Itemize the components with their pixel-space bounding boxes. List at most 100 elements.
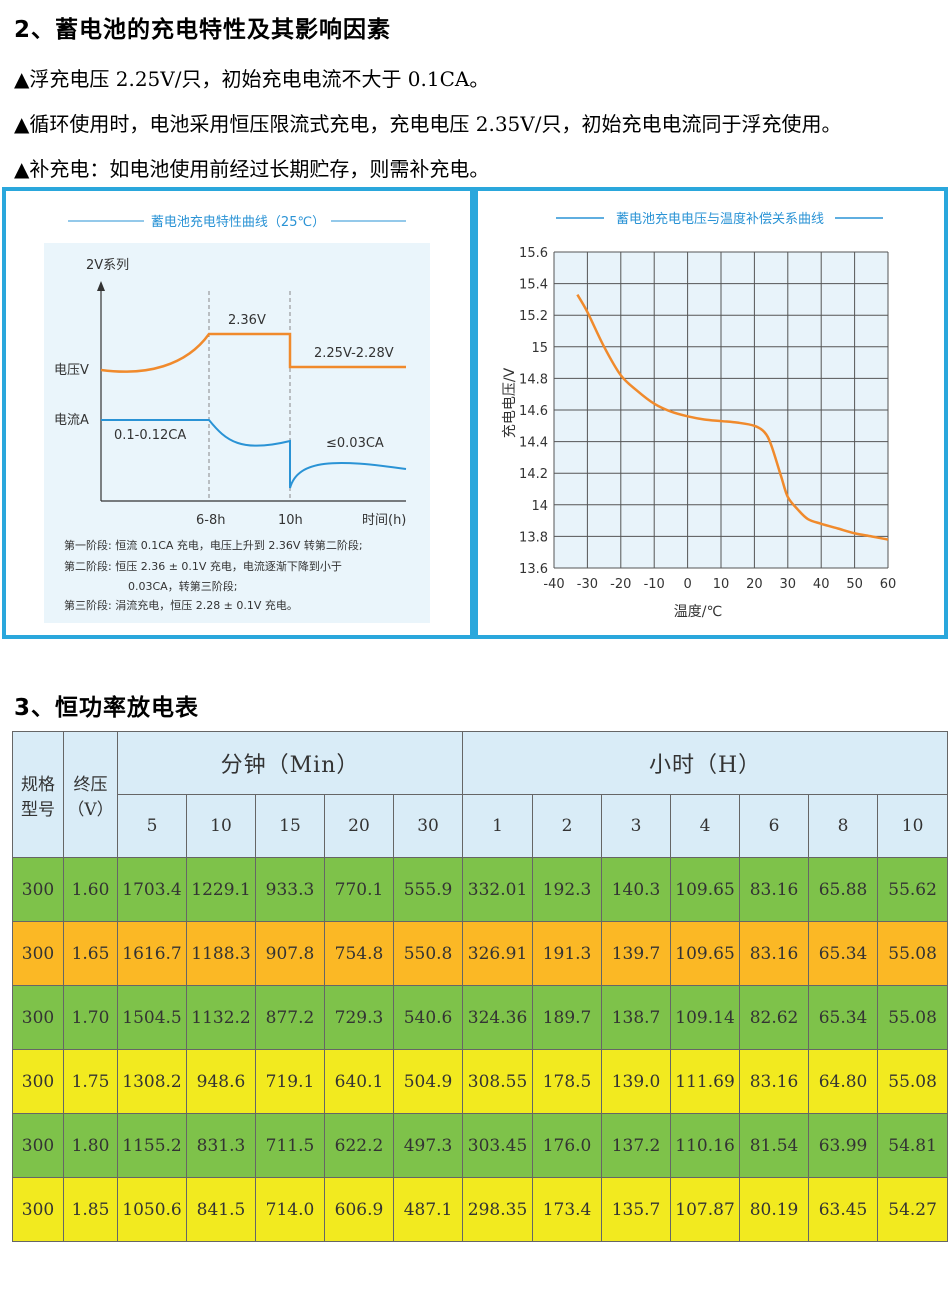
table-cell: 135.7 [601, 1177, 672, 1242]
table-cell: 82.62 [739, 985, 810, 1050]
constant-power-discharge-table: 规格 型号 终压 （V） 分钟（Min） 小时（H） 5 10 15 20 30 1 2 3 4… [12, 731, 949, 1242]
table-cell: 54.81 [877, 1113, 949, 1178]
y-tick-label: 14.6 [519, 404, 548, 419]
table-cell: 109.65 [670, 857, 741, 922]
table-cell: 137.2 [601, 1113, 672, 1178]
table-cell: 555.9 [392, 857, 464, 922]
table-cell: 719.1 [255, 1049, 325, 1114]
table-cell: 1229.1 [186, 857, 256, 922]
hours-group-header: 小时（H） [462, 731, 949, 795]
table-cell: 139.7 [601, 921, 672, 986]
y-tick-label: 15.6 [519, 246, 548, 261]
table-cell: 497.3 [392, 1113, 464, 1178]
table-cell: 606.9 [324, 1177, 394, 1242]
table-cell: 324.36 [462, 985, 534, 1050]
table-cell: 1.65 [63, 921, 118, 986]
table-cell: 1050.6 [117, 1177, 187, 1242]
table-cell: 138.7 [601, 985, 672, 1050]
table-cell: 1616.7 [117, 921, 187, 986]
y-tick-label: 15.4 [519, 278, 548, 293]
minute-col-header: 15 [255, 794, 325, 858]
hour-col-header: 2 [532, 794, 603, 858]
table-cell: 300 [12, 857, 64, 922]
cycle-charge-line: ▲循环使用时，电池采用恒压限流式充电，充电电压 2.35V/只，初始充电电流同于… [14, 112, 842, 136]
table-cell: 729.3 [324, 985, 394, 1050]
model-header-line2: 型号 [21, 799, 55, 820]
table-cell: 63.45 [808, 1177, 879, 1242]
table-cell: 308.55 [462, 1049, 534, 1114]
table-cell: 173.4 [532, 1177, 603, 1242]
minutes-group-header: 分钟（Min） [116, 731, 464, 795]
table-cell: 140.3 [601, 857, 672, 922]
table-cell: 139.0 [601, 1049, 672, 1114]
chart-title: 蓄电池充电电压与温度补偿关系曲线 [616, 211, 824, 227]
supplement-charge-line: ▲补充电：如电池使用前经过长期贮存，则需补充电。 [14, 157, 490, 181]
table-cell: 504.9 [392, 1049, 464, 1114]
x-tick-label: 60 [880, 577, 897, 592]
end-voltage-header-line1: 终压 [73, 774, 108, 795]
table-cell: 176.0 [532, 1113, 603, 1178]
table-cell: 110.16 [670, 1113, 741, 1178]
table-cell: 907.8 [255, 921, 325, 986]
y-axis-arrow-icon [97, 281, 105, 291]
table-cell: 550.8 [392, 921, 464, 986]
table-cell: 1.85 [63, 1177, 118, 1242]
table-cell: 83.16 [739, 921, 810, 986]
table-cell: 754.8 [324, 921, 394, 986]
table-cell: 300 [12, 1049, 64, 1114]
table-cell: 55.62 [877, 857, 949, 922]
table-cell: 81.54 [739, 1113, 810, 1178]
minute-col-header: 20 [324, 794, 394, 858]
table-cell: 841.5 [186, 1177, 256, 1242]
initial-current-label: 0.1-0.12CA [114, 428, 186, 443]
table-cell: 107.87 [670, 1177, 741, 1242]
charge-characteristic-panel: 蓄电池充电特性曲线（25℃） 2V系列 电压V 电流A 2.36V 2.25V-… [2, 187, 474, 639]
x-tick-label: -30 [577, 577, 598, 592]
table-cell: 300 [12, 1113, 64, 1178]
table-cell: 83.16 [739, 1049, 810, 1114]
table-cell: 1155.2 [117, 1113, 187, 1178]
table-cell: 55.08 [877, 985, 949, 1050]
y-tick-label: 14.8 [519, 372, 548, 387]
table-row: 300 1.70 1504.5 1132.2 877.2 729.3 540.6 324.36… [12, 985, 949, 1050]
minute-col-header: 5 [117, 794, 187, 858]
table-row: 300 1.85 1050.6 841.5 714.0 606.9 487.1 298.35 1… [12, 1177, 949, 1242]
table-cell: 640.1 [324, 1049, 394, 1114]
series-label: 2V系列 [86, 258, 129, 273]
stage-note-1: 第一阶段: 恒流 0.1CA 充电，电压上升到 2.36V 转第二阶段; [64, 538, 363, 552]
table-cell: 111.69 [670, 1049, 741, 1114]
table-cell: 65.34 [808, 985, 879, 1050]
end-voltage-header: 终压 （V） [63, 731, 118, 858]
hour-col-header: 10 [877, 794, 949, 858]
x-tick-stage1: 6-8h [196, 513, 225, 528]
table-cell: 80.19 [739, 1177, 810, 1242]
table-cell: 1.60 [63, 857, 118, 922]
table-row: 300 1.60 1703.4 1229.1 933.3 770.1 555.9 332.01… [12, 857, 949, 922]
table-cell: 1188.3 [186, 921, 256, 986]
table-row: 300 1.75 1308.2 948.6 719.1 640.1 504.9 308.55 1… [12, 1049, 949, 1114]
model-header-line1: 规格 [21, 774, 55, 795]
table-cell: 948.6 [186, 1049, 256, 1114]
table-row: 300 1.80 1155.2 831.3 711.5 622.2 497.3 303.45 1… [12, 1113, 949, 1178]
table-cell: 54.27 [877, 1177, 949, 1242]
voltage-curve [100, 332, 406, 373]
current-curve [101, 419, 407, 489]
voltage-axis-label: 电压V [54, 363, 89, 378]
table-cell: 300 [12, 985, 64, 1050]
table-cell: 332.01 [462, 857, 534, 922]
table-cell: 178.5 [532, 1049, 603, 1114]
table-cell: 55.08 [877, 1049, 949, 1114]
table-cell: 300 [12, 1177, 64, 1242]
table-cell: 109.65 [670, 921, 741, 986]
hour-col-header: 8 [808, 794, 879, 858]
current-axis-label: 电流A [54, 413, 89, 428]
x-tick-label: 40 [813, 577, 830, 592]
minute-col-header: 30 [392, 794, 464, 858]
table-cell: 877.2 [255, 985, 325, 1050]
table-cell: 1308.2 [117, 1049, 187, 1114]
x-tick-label: 20 [746, 577, 763, 592]
float-voltage-label: 2.25V-2.28V [314, 346, 394, 361]
x-tick-label: 30 [780, 577, 797, 592]
table-cell: 1.75 [63, 1049, 118, 1114]
table-cell: 65.88 [808, 857, 879, 922]
